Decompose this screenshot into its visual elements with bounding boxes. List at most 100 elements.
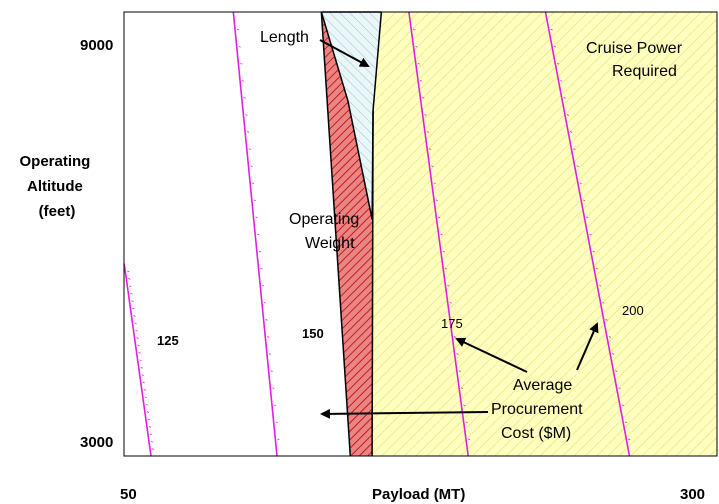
contour-tick-125	[150, 440, 154, 443]
y-axis-label-line3: (feet)	[39, 203, 76, 220]
contour-tick-150	[238, 45, 241, 48]
contour-tick-125	[149, 433, 153, 436]
contour-tick-125	[148, 426, 152, 428]
contour-tick-200	[566, 114, 570, 116]
contour-tick-200	[592, 250, 595, 253]
proc-arrow-to-175	[455, 337, 528, 373]
contour-tick-175	[451, 319, 455, 321]
contour-tick-150	[245, 114, 248, 116]
contour-tick-175	[428, 148, 432, 150]
contour-tick-175	[413, 28, 416, 31]
contour-tick-200	[624, 421, 628, 424]
contour-tick-200	[573, 148, 576, 150]
contour-tick-200	[579, 182, 582, 185]
y-tick-9000: 9000	[80, 37, 113, 54]
contour-tick-175	[419, 79, 423, 82]
contour-tick-200	[557, 62, 560, 65]
contour-tick-175	[463, 404, 466, 407]
contour-tick-200	[560, 79, 563, 82]
contour-label-125: 125	[157, 333, 179, 348]
contour-tick-175	[424, 114, 427, 116]
contour-tick-175	[465, 421, 468, 424]
contour-tick-150	[246, 131, 250, 133]
region-boundary-2	[372, 11, 383, 111]
contour-tick-175	[447, 284, 450, 287]
contour-label-175: 175	[441, 316, 463, 331]
contour-tick-125	[151, 448, 155, 450]
contour-line-175	[408, 11, 469, 457]
contour-tick-150	[241, 79, 245, 82]
contour-line-150	[232, 11, 278, 457]
length-arrow	[319, 39, 370, 67]
y-axis-label-line1: Operating	[19, 153, 90, 170]
contour-tick-150	[243, 97, 246, 99]
contour-tick-150	[262, 284, 265, 287]
contour-tick-200	[550, 28, 553, 31]
contour-tick-125	[129, 285, 132, 288]
contour-tick-125	[137, 344, 140, 347]
op-weight-label-2: Weight	[305, 235, 355, 252]
contour-tick-175	[460, 387, 464, 390]
contour-tick-200	[602, 301, 605, 304]
x-tick-50: 50	[120, 486, 137, 503]
contour-tick-200	[569, 131, 573, 133]
contour-tick-175	[438, 216, 441, 219]
contour-tick-125	[135, 329, 138, 332]
contour-tick-125	[145, 403, 148, 406]
contour-tick-175	[454, 336, 457, 338]
contour-tick-125	[131, 300, 134, 302]
contour-tick-125	[134, 322, 137, 325]
contour-tick-200	[615, 370, 618, 372]
contour-tick-150	[270, 370, 273, 372]
contour-tick-150	[258, 250, 262, 253]
contour-tick-175	[456, 353, 459, 355]
contour-tick-175	[467, 438, 471, 441]
contour-tick-200	[621, 404, 624, 407]
x-axis-label: Payload (MT)	[372, 486, 465, 503]
contour-tick-125	[144, 396, 147, 399]
contour-tick-175	[444, 267, 448, 270]
contour-tick-200	[589, 233, 592, 236]
contour-tick-175	[458, 370, 461, 372]
contour-tick-175	[415, 45, 418, 48]
proc-cost-label-1: Average	[513, 377, 572, 394]
contour-tick-150	[248, 148, 251, 150]
contour-tick-200	[628, 438, 631, 441]
proc-cost-label-3: Cost ($M)	[501, 425, 571, 442]
contour-tick-150	[265, 319, 268, 321]
cruise-label-2: Required	[612, 63, 677, 80]
contour-tick-175	[442, 250, 445, 253]
x-tick-300: 300	[680, 486, 705, 503]
region-boundary-5	[347, 100, 373, 220]
contour-tick-150	[240, 62, 243, 65]
contour-tick-175	[422, 97, 425, 99]
contour-tick-200	[608, 336, 612, 338]
contour-label-200: 200	[622, 303, 644, 318]
cruise-label-1: Cruise Power	[586, 40, 683, 57]
contour-tick-150	[255, 216, 258, 219]
region-boundary-0	[320, 11, 352, 457]
contour-tick-200	[618, 387, 621, 390]
contour-tick-150	[257, 233, 260, 236]
contour-tick-200	[605, 319, 608, 321]
contour-tick-125	[139, 359, 142, 362]
contour-tick-125	[138, 352, 141, 354]
contour-tick-200	[553, 45, 557, 48]
contour-tick-150	[268, 353, 272, 355]
plot-frame	[123, 11, 718, 457]
region-operating-weight	[321, 12, 373, 456]
contour-tick-150	[272, 387, 275, 390]
contour-tick-200	[582, 199, 586, 202]
contour-tick-125	[140, 366, 143, 369]
contour-tick-175	[440, 233, 443, 236]
contour-tick-125	[128, 278, 131, 280]
contour-tick-175	[426, 131, 429, 133]
region-boundary-4	[320, 11, 349, 102]
contour-tick-150	[253, 199, 256, 202]
contour-tick-150	[275, 421, 278, 424]
contour-tick-150	[260, 267, 263, 270]
proc-arrow-to-150	[320, 408, 489, 419]
contour-tick-125	[142, 381, 145, 384]
contour-tick-125	[147, 418, 151, 421]
